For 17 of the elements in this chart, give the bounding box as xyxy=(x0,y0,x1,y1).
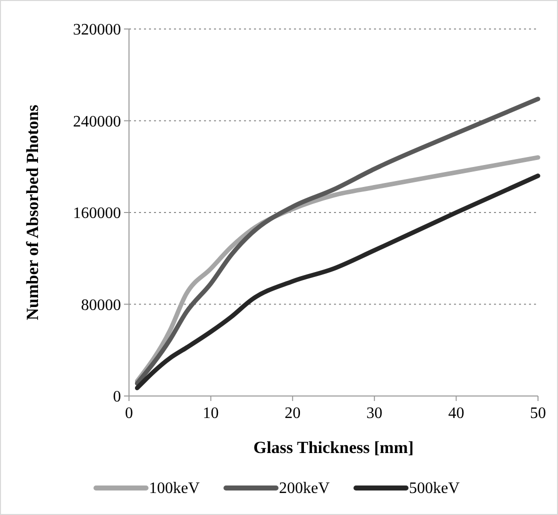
x-tick-label: 50 xyxy=(530,405,546,422)
y-axis-title: Number of Absorbed Photons xyxy=(23,104,42,320)
legend-label: 200keV xyxy=(279,480,330,497)
legend-label: 500keV xyxy=(409,480,460,497)
x-tick-label: 10 xyxy=(202,405,219,422)
x-tick-label: 30 xyxy=(366,405,382,422)
y-tick-label: 80000 xyxy=(81,296,121,314)
x-tick-label: 20 xyxy=(284,405,301,422)
x-tick-label: 40 xyxy=(448,405,464,422)
legend-label: 100keV xyxy=(149,480,200,497)
x-axis-title: Glass Thickness [mm] xyxy=(253,438,414,457)
y-tick-label: 160000 xyxy=(73,205,121,222)
y-tick-label: 240000 xyxy=(73,113,121,130)
y-tick-label: 320000 xyxy=(73,22,121,39)
x-tick-label: 0 xyxy=(125,405,133,422)
line-series xyxy=(134,96,540,386)
y-tick-label: 0 xyxy=(113,388,121,406)
